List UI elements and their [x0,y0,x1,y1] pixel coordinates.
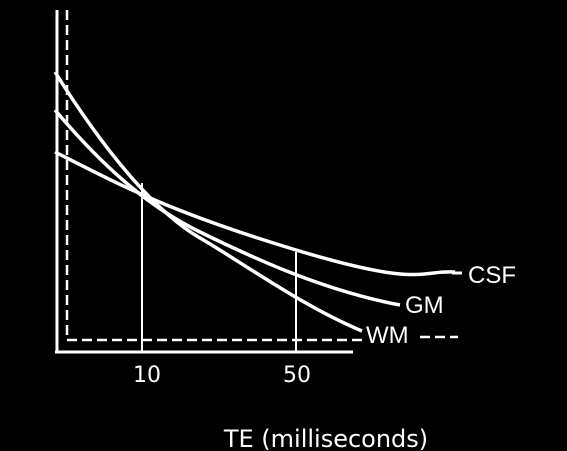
x-tick-label-50: 50 [283,363,311,388]
series-line-gm [53,108,401,307]
series-label-gm: GM [405,292,444,319]
series-label-csf: CSF [468,262,516,289]
series-line-wm [53,71,363,333]
series-line-csf [54,150,456,277]
x-tick-label-10: 10 [133,363,161,388]
x-axis-title: TE (milliseconds) [223,425,428,451]
series-label-wm: WM [366,322,409,349]
